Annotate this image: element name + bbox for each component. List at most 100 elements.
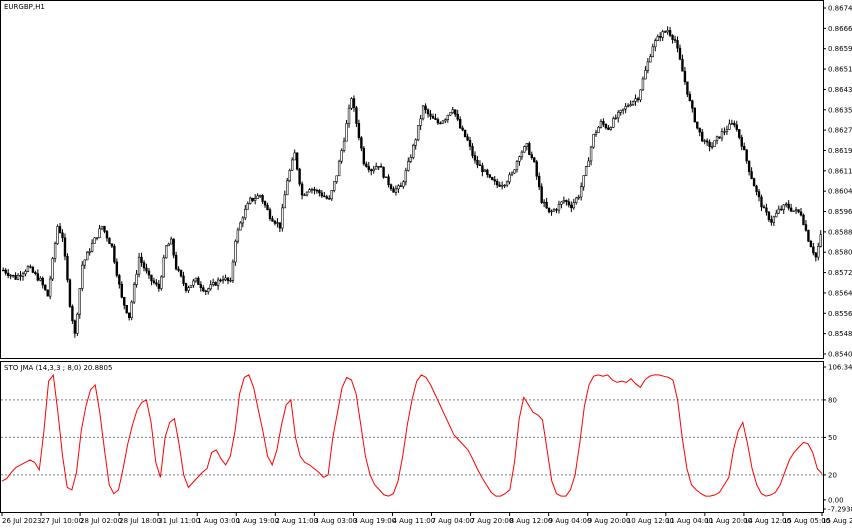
candle-body (407, 161, 410, 171)
candle-body (503, 184, 506, 187)
main-chart-panel[interactable]: EURGBP,H1 0.867450.866650.865900.865100.… (0, 0, 852, 359)
candle-body (510, 172, 514, 176)
candle-body (2, 269, 5, 272)
candle-body (802, 214, 805, 225)
candle-body (328, 198, 331, 200)
candle-body (68, 279, 72, 307)
candle-body (468, 139, 472, 147)
candle-body (157, 283, 161, 289)
indicator-panel[interactable]: STO JMA (14,3,3 ; 8,0) 20.8805 106.3491 8… (0, 361, 852, 514)
candle-body (747, 160, 751, 172)
candle-body (142, 262, 146, 269)
candle-body (362, 147, 366, 165)
candle-body (241, 217, 245, 224)
candle-body (750, 171, 753, 179)
candle-body (162, 257, 165, 278)
candle-body (659, 36, 662, 38)
candle-body (624, 106, 627, 110)
candle-body (466, 136, 469, 141)
candle-body (560, 201, 563, 205)
candle-body (481, 165, 484, 172)
candle-body (120, 283, 123, 298)
candle-body (755, 185, 758, 192)
candle-body (409, 157, 412, 162)
candle-body (90, 243, 94, 252)
candle-body (115, 261, 119, 276)
candle-body (372, 168, 375, 172)
candle-body (184, 283, 188, 291)
candle-body (582, 175, 585, 188)
candle-body (784, 203, 788, 206)
candle-body (792, 210, 795, 212)
candle-body (130, 301, 133, 318)
time-tick-label: 8 Aug 12:00 (510, 517, 553, 525)
candle-body (246, 203, 249, 210)
candle-body (229, 280, 232, 282)
candle-body (125, 305, 128, 314)
candle-body (78, 288, 82, 315)
candle-body (61, 232, 64, 239)
candle-body (350, 98, 353, 109)
candle-body (155, 282, 158, 285)
candle-body (313, 188, 316, 191)
candle-body (661, 31, 664, 38)
candle-body (476, 159, 479, 166)
candle-body (698, 127, 701, 133)
candle-body (384, 176, 388, 178)
candle-body (715, 136, 719, 142)
candle-body (177, 268, 180, 271)
candle-body (357, 123, 361, 138)
candle-body (505, 181, 509, 186)
time-tick-label: 4 Aug 11:00 (392, 517, 435, 525)
candle-body (86, 252, 89, 261)
candle-body (110, 243, 114, 247)
candle-body (29, 266, 32, 268)
candle-body (651, 46, 655, 58)
candle-body (318, 190, 321, 194)
candle-body (370, 169, 373, 172)
candle-body (431, 116, 435, 119)
candle-body (562, 200, 566, 203)
indicator-tick-label: -7.2938 (828, 506, 852, 514)
candle-body (807, 230, 810, 242)
candle-body (817, 246, 820, 258)
candle-body (258, 195, 262, 197)
candle-body (214, 282, 217, 286)
candle-body (416, 125, 420, 141)
candle-body (666, 30, 669, 33)
candle-body (399, 185, 403, 187)
candle-body (179, 270, 183, 277)
candle-body (809, 241, 813, 248)
candle-body (614, 117, 617, 119)
candle-body (780, 208, 783, 211)
candle-body (261, 195, 264, 202)
candle-body (693, 107, 697, 123)
candle-body (612, 118, 615, 128)
candle-body (108, 237, 111, 245)
candle-body (703, 140, 706, 142)
candle-body (132, 284, 136, 303)
candle-body (523, 146, 526, 153)
candle-body (286, 180, 289, 196)
indicator-value-axis[interactable]: 106.3491 80 50 20 0.00 -7.2938 (823, 364, 852, 514)
candle-body (192, 280, 195, 286)
candle-body (701, 131, 704, 142)
candle-body (355, 107, 358, 124)
candle-body (782, 204, 785, 210)
candle-body (11, 274, 15, 277)
price-tick-label: 0.86275 (828, 127, 852, 135)
candle-body (634, 98, 637, 102)
candle-body (597, 126, 600, 134)
candle-body (199, 284, 203, 288)
candle-body (518, 156, 521, 162)
candle-body (542, 201, 546, 204)
candle-body (570, 204, 573, 209)
candle-body (66, 255, 69, 281)
candle-body (360, 137, 363, 149)
candle-body (123, 296, 126, 306)
candle-body (337, 160, 341, 177)
